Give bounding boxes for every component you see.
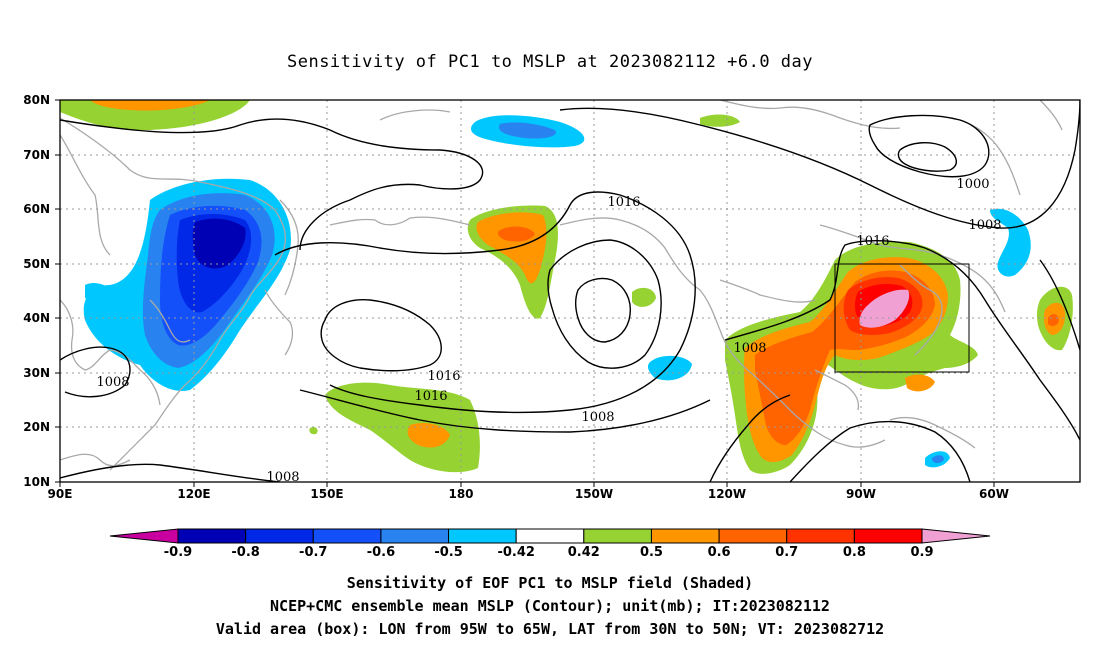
colorbar-box — [245, 528, 314, 544]
map-title: Sensitivity of PC1 to MSLP at 2023082112… — [287, 52, 813, 72]
colorbar-label: 0.8 — [843, 545, 866, 560]
lon-label: 150W — [575, 487, 613, 501]
lon-label: 180 — [448, 487, 473, 501]
colorbar-label: -0.7 — [299, 545, 327, 560]
colorbar-label: 0.7 — [775, 545, 798, 560]
colorbar-label: -0.42 — [497, 545, 534, 560]
lon-label: 90W — [846, 487, 876, 501]
colorbar-box — [718, 528, 788, 544]
colorbar: -0.9 -0.8 -0.7 -0.6 -0.5 -0.42 0.42 0.5 0.6 0.7 0.… — [109, 528, 991, 560]
contour-label: 1008 — [266, 470, 299, 485]
plot-frame — [59, 99, 1081, 483]
lon-label: 60W — [979, 487, 1009, 501]
caption-line-1: Sensitivity of EOF PC1 to MSLP field (Sh… — [347, 574, 753, 592]
lon-label: 90E — [48, 487, 73, 501]
tick-marks — [55, 99, 995, 487]
colorbar-box — [448, 528, 517, 544]
lat-label: 40N — [23, 311, 50, 325]
contour-labels: 1000 1008 1016 1016 1016 1016 1008 1008 … — [96, 177, 1001, 485]
colorbar-label: 0.9 — [910, 545, 933, 560]
contour-label: 1008 — [96, 375, 129, 390]
lat-label: 20N — [23, 420, 50, 434]
latitude-labels: 80N 70N 60N 50N 40N 30N 20N 10N — [23, 93, 50, 489]
longitude-labels: 90E 120E 150E 180 150W 120W 90W 60W — [48, 487, 1009, 501]
colorbar-box — [515, 528, 585, 544]
colorbar-label: -0.5 — [434, 545, 462, 560]
contour-label: 1000 — [956, 177, 989, 192]
valid-area-box — [834, 263, 970, 373]
lon-label: 120E — [177, 487, 210, 501]
colorbar-label: 0.5 — [640, 545, 663, 560]
grid-lines — [60, 100, 1080, 482]
lon-label: 150E — [310, 487, 343, 501]
colorbar-box — [380, 528, 450, 544]
contour-label: 1016 — [856, 234, 889, 249]
lat-label: 30N — [23, 366, 50, 380]
lon-label: 120W — [708, 487, 746, 501]
colorbar-boxes — [177, 528, 923, 544]
lat-label: 60N — [23, 202, 50, 216]
colorbar-box — [853, 528, 923, 544]
colorbar-label: 0.42 — [568, 545, 600, 560]
colorbar-left-triangle — [109, 528, 179, 544]
lat-label: 50N — [23, 257, 50, 271]
colorbar-label: -0.6 — [367, 545, 395, 560]
colorbar-label: -0.8 — [231, 545, 259, 560]
colorbar-box — [583, 528, 652, 544]
contour-label: 1016 — [607, 195, 640, 210]
coastlines — [60, 100, 1063, 471]
contour-label: 1008 — [733, 341, 766, 356]
colorbar-box — [786, 528, 855, 544]
lat-label: 80N — [23, 93, 50, 107]
colorbar-right-triangle — [921, 528, 991, 544]
map-plot-area: 1000 1008 1016 1016 1016 1016 1008 1008 … — [60, 100, 1080, 485]
colorbar-labels: -0.9 -0.8 -0.7 -0.6 -0.5 -0.42 0.42 0.5 0.6 0.7 0.… — [164, 545, 934, 560]
lat-label: 70N — [23, 148, 50, 162]
contour-label: 1008 — [968, 218, 1001, 233]
colorbar-box — [177, 528, 247, 544]
shaded-sensitivity — [60, 100, 1073, 474]
colorbar-box — [312, 528, 382, 544]
caption-line-3: Valid area (box): LON from 95W to 65W, L… — [216, 620, 884, 638]
contour-label: 1016 — [414, 389, 447, 404]
colorbar-box — [650, 528, 720, 544]
lat-label: 10N — [23, 475, 50, 489]
colorbar-label: 0.6 — [708, 545, 731, 560]
caption-line-2: NCEP+CMC ensemble mean MSLP (Contour); u… — [270, 597, 830, 615]
contour-label: 1016 — [427, 369, 460, 384]
mslp-contours — [60, 100, 1080, 482]
colorbar-label: -0.9 — [164, 545, 192, 560]
contour-label: 1008 — [581, 410, 614, 425]
